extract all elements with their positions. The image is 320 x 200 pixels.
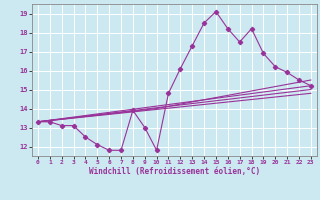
X-axis label: Windchill (Refroidissement éolien,°C): Windchill (Refroidissement éolien,°C) [89, 167, 260, 176]
